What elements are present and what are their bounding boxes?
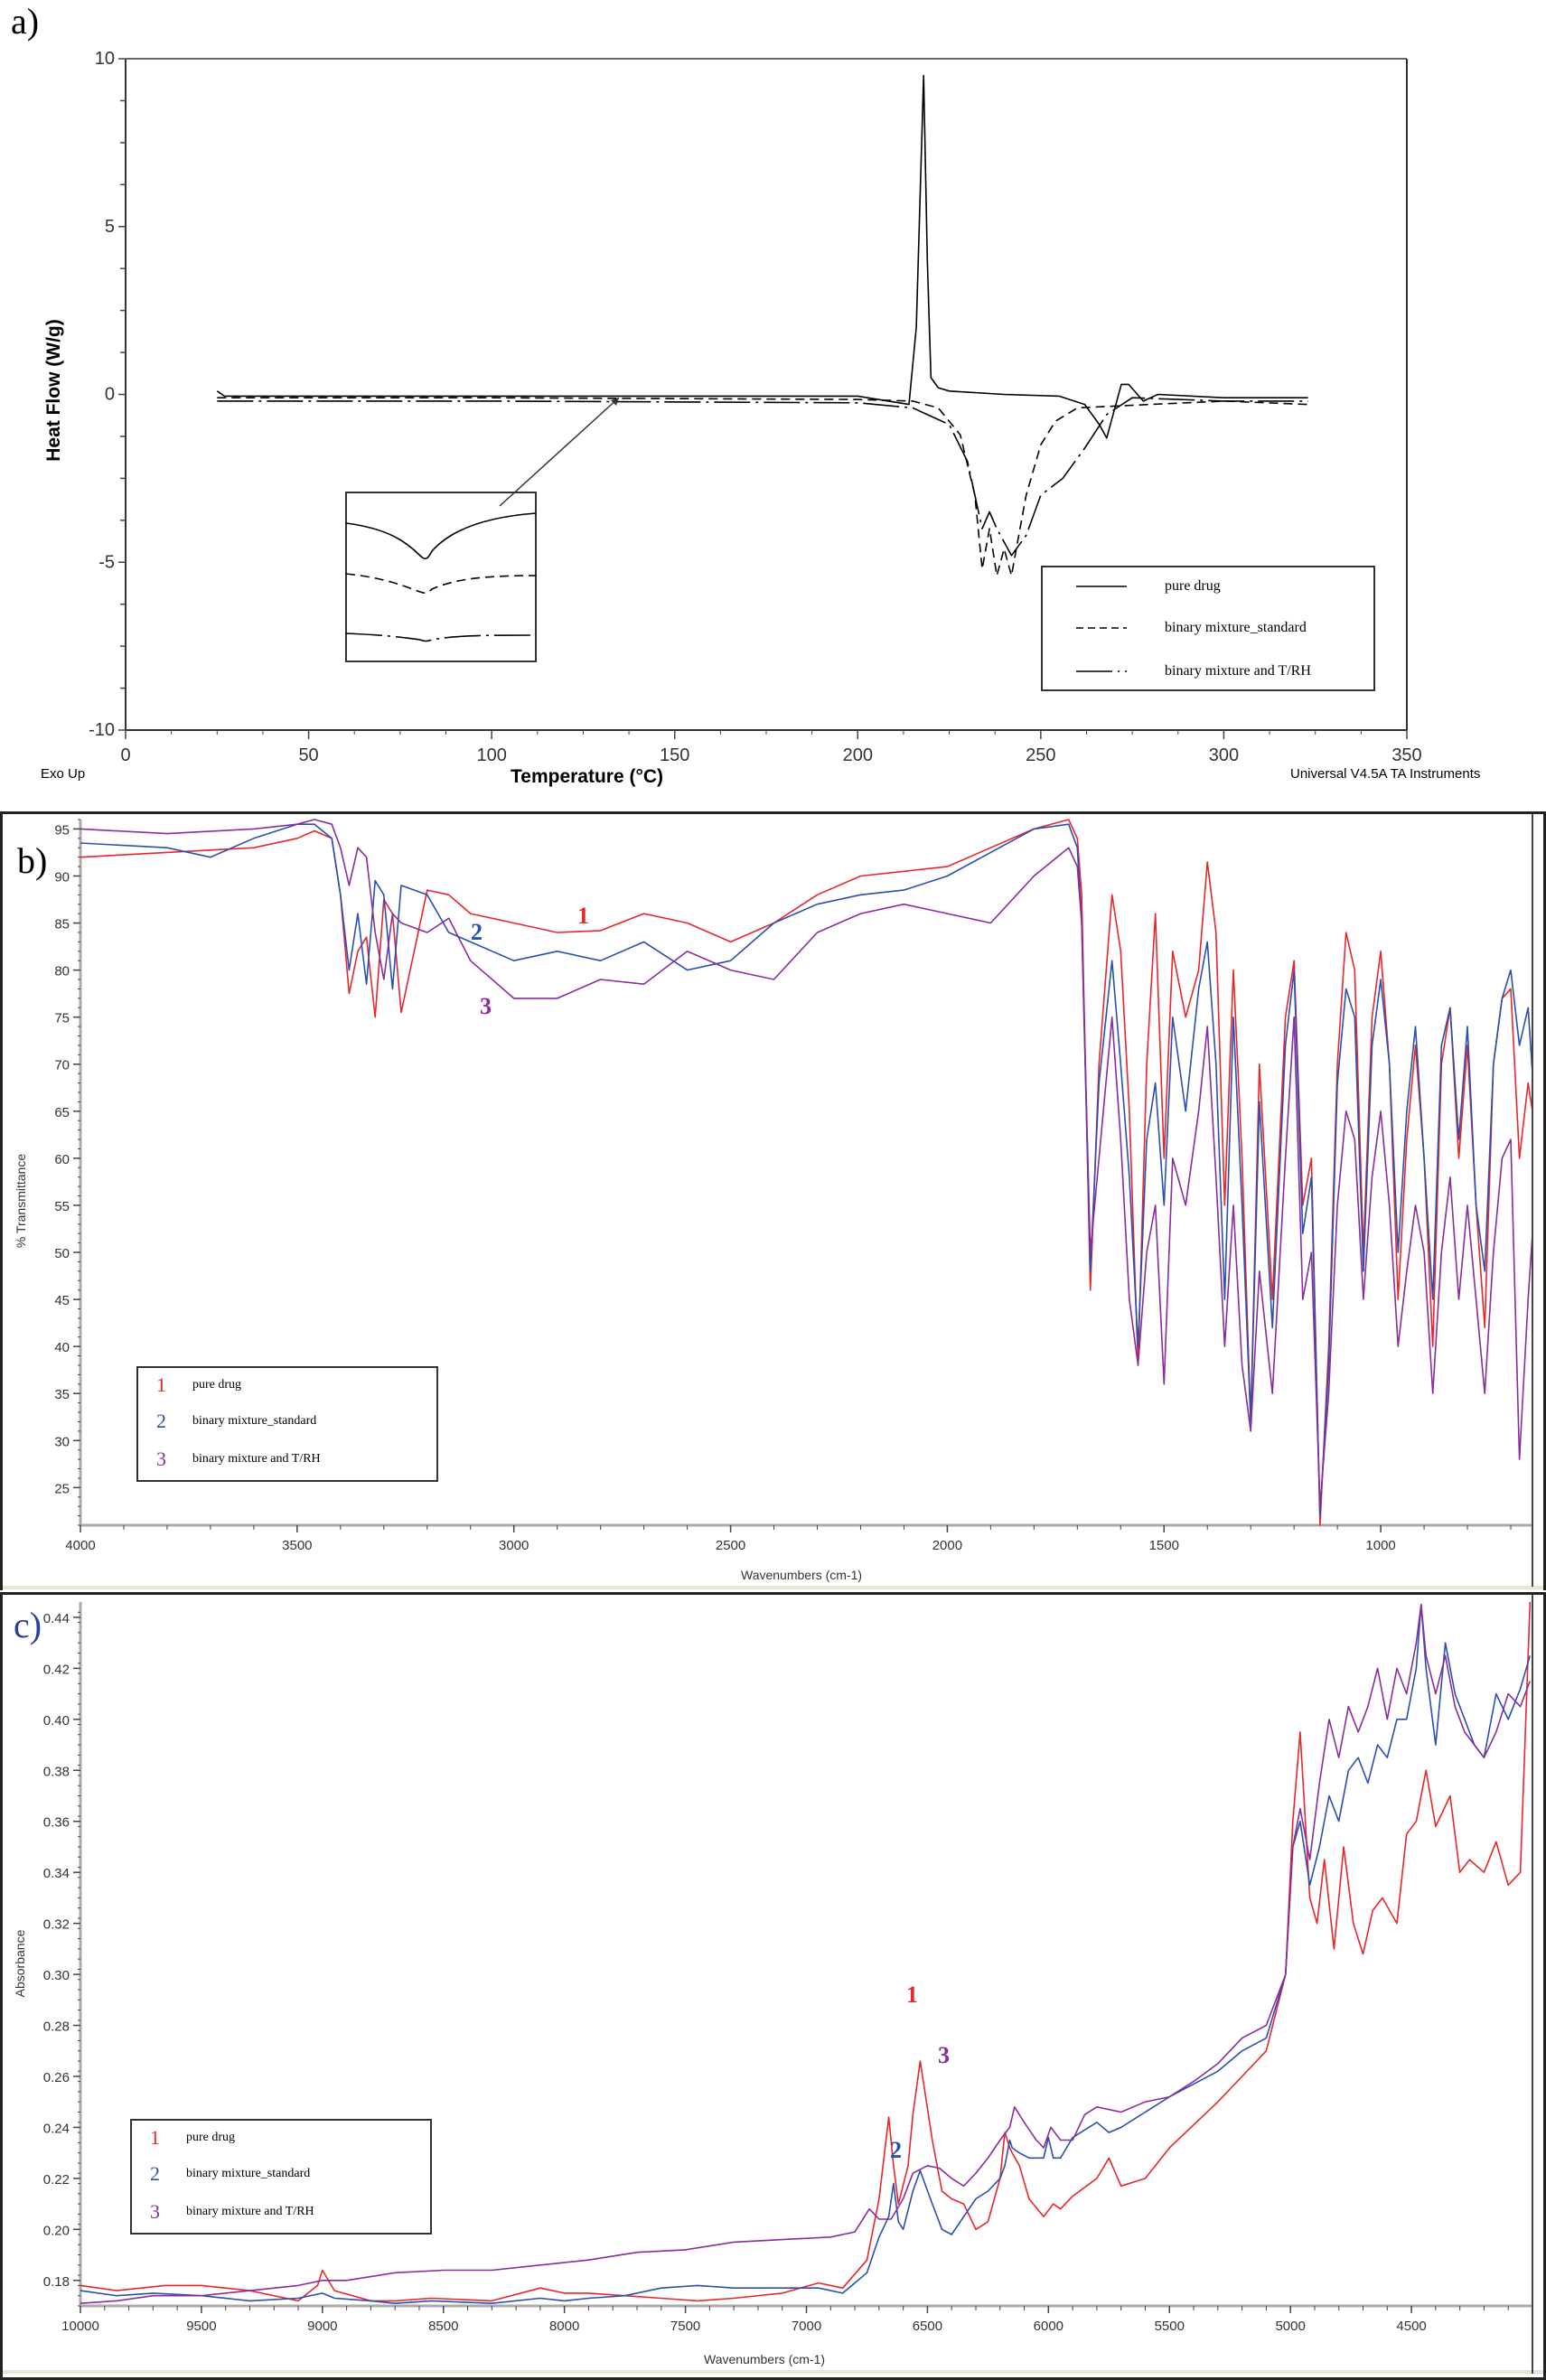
panel-a-letter: a) xyxy=(11,1,40,42)
legend-item: pure drug xyxy=(1074,578,1221,595)
svg-text:6000: 6000 xyxy=(1034,2319,1063,2334)
svg-text:0.22: 0.22 xyxy=(43,2172,70,2188)
svg-text:85: 85 xyxy=(54,917,70,932)
svg-text:75: 75 xyxy=(54,1011,70,1026)
svg-text:4500: 4500 xyxy=(1396,2319,1426,2334)
svg-text:1000: 1000 xyxy=(1365,1538,1395,1553)
series-1-annotation: 1 xyxy=(906,1982,918,2008)
panel-b-letter: b) xyxy=(17,840,48,881)
legend-item: binary mixture and T/RH xyxy=(1074,663,1311,679)
x-axis-label: Temperature (°C) xyxy=(511,766,664,787)
svg-text:5: 5 xyxy=(105,217,115,237)
panel-c-nir: 0.18 0.20 0.22 0.24 0.26 0.28 0.30 0.32 0.34 0.36… xyxy=(0,1592,1546,2380)
svg-text:2000: 2000 xyxy=(932,1538,962,1553)
svg-text:9000: 9000 xyxy=(307,2319,337,2334)
svg-text:0.20: 0.20 xyxy=(43,2223,70,2238)
svg-text:1500: 1500 xyxy=(1149,1538,1179,1553)
legend: pure drug binary mixture_standard binary… xyxy=(1041,566,1375,691)
svg-text:90: 90 xyxy=(54,869,70,885)
svg-text:0.44: 0.44 xyxy=(43,1611,70,1626)
panel-b-ftir: 25 30 35 40 45 50 55 60 65 70 75 80 85 90 95 4000 3500 30… xyxy=(0,811,1546,1590)
legend-item: 3 binary mixture and T/RH xyxy=(156,1448,321,1470)
svg-text:0.36: 0.36 xyxy=(43,1815,70,1831)
legend-item: 1 pure drug xyxy=(156,1373,242,1396)
svg-text:7000: 7000 xyxy=(792,2319,821,2334)
svg-text:35: 35 xyxy=(54,1387,70,1402)
svg-text:8000: 8000 xyxy=(549,2319,579,2334)
svg-text:3500: 3500 xyxy=(282,1538,312,1553)
svg-text:0: 0 xyxy=(105,385,115,405)
svg-text:50: 50 xyxy=(298,745,318,765)
series-2-annotation: 2 xyxy=(890,2137,902,2163)
svg-text:50: 50 xyxy=(54,1246,70,1261)
y-axis-label: Absorbance xyxy=(13,1929,27,1998)
ftir-plot: 25 30 35 40 45 50 55 60 65 70 75 80 85 90 95 4000 3500 30… xyxy=(3,814,1543,1589)
svg-text:0.18: 0.18 xyxy=(43,2274,70,2290)
svg-text:10: 10 xyxy=(95,49,115,69)
svg-text:2500: 2500 xyxy=(716,1538,745,1553)
panel-a-dsc: a) -10 -5 0 5 10 0 50 100 150 200 250 300 350 Heat F… xyxy=(0,0,1546,795)
svg-text:40: 40 xyxy=(54,1340,70,1355)
series-1-annotation: 1 xyxy=(577,903,589,929)
solid-line-icon xyxy=(1076,586,1127,587)
svg-text:300: 300 xyxy=(1209,745,1239,765)
svg-text:6500: 6500 xyxy=(913,2319,942,2334)
svg-text:95: 95 xyxy=(54,822,70,838)
svg-text:100: 100 xyxy=(476,745,506,765)
svg-text:0.30: 0.30 xyxy=(43,1968,70,1983)
svg-text:350: 350 xyxy=(1391,745,1421,765)
svg-text:5500: 5500 xyxy=(1155,2319,1185,2334)
dash-dot-line-icon xyxy=(1076,670,1127,672)
svg-text:0: 0 xyxy=(120,745,130,765)
svg-text:200: 200 xyxy=(843,745,873,765)
legend: 1 pure drug 2 binary mixture_standard 3 bin… xyxy=(136,1366,438,1482)
x-axis-label: Wavenumbers (cm-1) xyxy=(704,2352,826,2366)
svg-text:0.34: 0.34 xyxy=(43,1866,70,1881)
legend-item: 2 binary mixture_standard xyxy=(150,2162,311,2185)
svg-text:-5: -5 xyxy=(98,552,115,572)
svg-text:9500: 9500 xyxy=(186,2319,216,2334)
svg-text:0.26: 0.26 xyxy=(43,2070,70,2085)
svg-text:0.42: 0.42 xyxy=(43,1662,70,1677)
svg-text:3000: 3000 xyxy=(499,1538,529,1553)
instrument-label: Universal V4.5A TA Instruments xyxy=(1290,766,1481,782)
svg-text:25: 25 xyxy=(54,1481,70,1496)
svg-text:65: 65 xyxy=(54,1105,70,1120)
legend: 1 pure drug 2 binary mixture_standard 3 bin… xyxy=(130,2119,432,2235)
svg-text:45: 45 xyxy=(54,1293,70,1308)
svg-text:0.24: 0.24 xyxy=(43,2121,70,2136)
svg-text:80: 80 xyxy=(54,964,70,979)
panel-c-letter: c) xyxy=(14,1605,42,1645)
svg-text:5000: 5000 xyxy=(1275,2319,1305,2334)
y-axis-label: % Transmittance xyxy=(14,1153,28,1249)
svg-text:70: 70 xyxy=(54,1058,70,1073)
nir-plot: 0.18 0.20 0.22 0.24 0.26 0.28 0.30 0.32 0.34 0.36… xyxy=(3,1595,1543,2374)
svg-text:7500: 7500 xyxy=(670,2319,700,2334)
legend-item: 2 binary mixture_standard xyxy=(156,1410,317,1432)
x-axis-label: Wavenumbers (cm-1) xyxy=(741,1568,863,1582)
series-3-annotation: 3 xyxy=(938,2042,950,2068)
series-2-annotation: 2 xyxy=(471,919,483,945)
svg-text:55: 55 xyxy=(54,1199,70,1214)
svg-text:0.28: 0.28 xyxy=(43,2019,70,2035)
svg-text:8500: 8500 xyxy=(428,2319,458,2334)
svg-text:-10: -10 xyxy=(89,720,115,740)
y-axis-label: Heat Flow (W/g) xyxy=(43,319,64,462)
svg-text:30: 30 xyxy=(54,1434,70,1449)
svg-text:150: 150 xyxy=(660,745,689,765)
svg-text:0.32: 0.32 xyxy=(43,1917,70,1933)
svg-text:4000: 4000 xyxy=(65,1538,95,1553)
legend-item: 3 binary mixture and T/RH xyxy=(150,2200,314,2223)
svg-text:0.38: 0.38 xyxy=(43,1764,70,1779)
svg-text:250: 250 xyxy=(1026,745,1055,765)
svg-text:10000: 10000 xyxy=(61,2319,99,2334)
legend-item: 1 pure drug xyxy=(150,2126,236,2149)
svg-text:0.40: 0.40 xyxy=(43,1713,70,1729)
svg-text:60: 60 xyxy=(54,1152,70,1167)
series-3-annotation: 3 xyxy=(480,993,492,1019)
dashed-line-icon xyxy=(1076,627,1127,629)
legend-item: binary mixture_standard xyxy=(1074,620,1307,636)
exo-up-label: Exo Up xyxy=(41,766,86,782)
